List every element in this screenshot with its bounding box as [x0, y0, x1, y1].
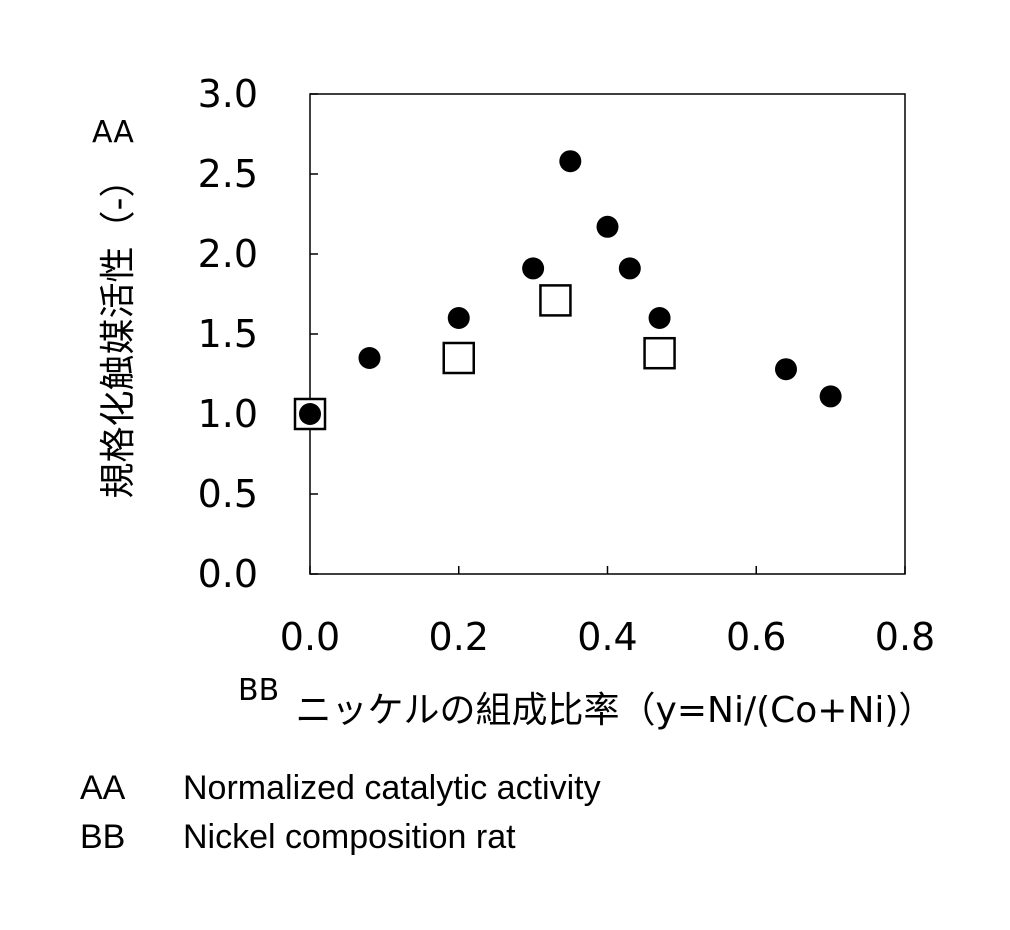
x-tick-label: 0.8	[875, 615, 935, 659]
x-axis-label: ニッケルの組成比率（y=Ni/(Co+Ni)）	[296, 690, 935, 731]
y-tick-label: 2.0	[198, 232, 258, 276]
x-axis-ticks: 0.0 0.2 0.4 0.6 0.8	[280, 566, 935, 659]
circle-point	[559, 150, 581, 172]
legend-row-aa: AANormalized catalytic activity	[80, 768, 601, 808]
circle-point	[597, 216, 619, 238]
legend-row-bb: BBNickel composition rat	[80, 817, 516, 857]
legend-text: Normalized catalytic activity	[183, 769, 601, 807]
square-point	[444, 343, 474, 373]
x-tick-label: 0.4	[577, 615, 637, 659]
y-tick-label: 3.0	[198, 72, 258, 116]
circle-point	[775, 358, 797, 380]
circle-point	[619, 257, 641, 279]
y-axis-ticks: 0.0 0.5 1.0 1.5 2.0 2.5 3.0	[198, 72, 318, 596]
circle-point	[820, 385, 842, 407]
y-axis-tag: AA	[92, 115, 134, 150]
x-tick-label: 0.2	[429, 615, 489, 659]
x-tick-label: 0.0	[280, 615, 340, 659]
square-point	[645, 338, 675, 368]
circle-point	[522, 257, 544, 279]
y-tick-label: 0.5	[198, 472, 258, 516]
y-axis-label: 規格化触媒活性（-）	[98, 162, 139, 499]
y-tick-label: 1.0	[198, 392, 258, 436]
square-point	[540, 285, 570, 315]
y-tick-label: 2.5	[198, 152, 258, 196]
plot-frame	[310, 94, 905, 574]
x-axis-tag: BB	[238, 673, 279, 708]
circle-point	[448, 307, 470, 329]
legend-code: BB	[80, 817, 183, 857]
scatter-chart: 0.0 0.5 1.0 1.5 2.0 2.5 3.0 0.0 0.2 0.4 0.6 0.8 AA…	[0, 0, 1010, 760]
circle-point	[359, 347, 381, 369]
circle-point	[649, 307, 671, 329]
data-points	[295, 150, 842, 429]
y-tick-label: 1.5	[198, 312, 258, 356]
legend-text: Nickel composition rat	[183, 818, 516, 856]
x-tick-label: 0.6	[726, 615, 786, 659]
circle-point	[299, 403, 321, 425]
legend-code: AA	[80, 768, 183, 808]
y-tick-label: 0.0	[198, 552, 258, 596]
